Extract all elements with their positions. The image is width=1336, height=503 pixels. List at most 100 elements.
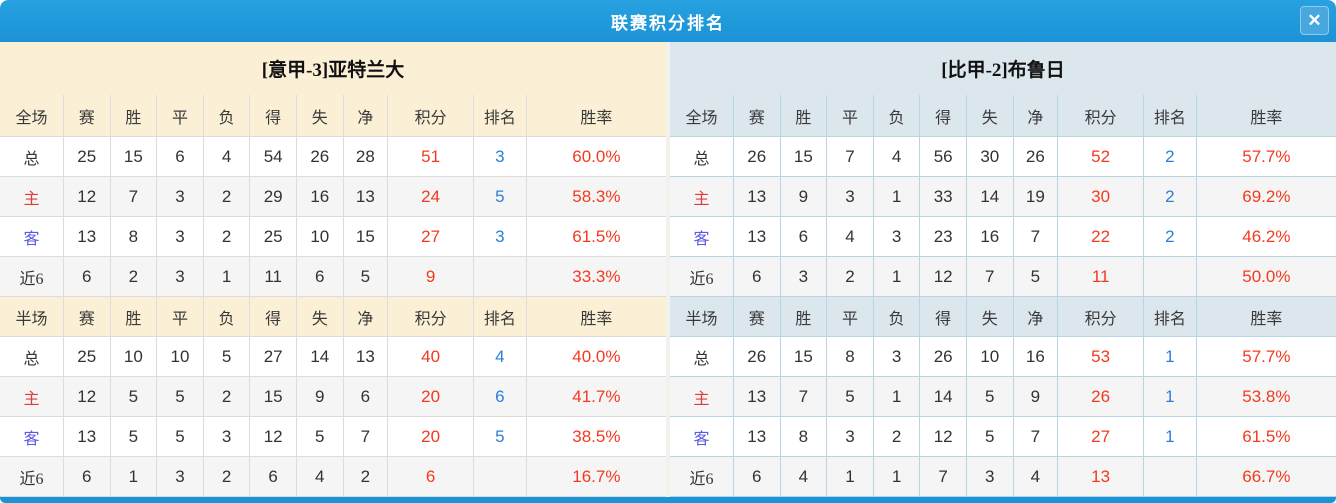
cell-goal-diff: 7	[1013, 417, 1059, 457]
cell-wins: 7	[110, 177, 158, 217]
cell-losses: 1	[873, 377, 921, 417]
cell-games: 25	[63, 137, 111, 177]
cell-games: 26	[733, 337, 781, 377]
col-header-losses: 负	[873, 95, 921, 137]
cell-rank: 2	[1144, 217, 1197, 257]
team-name-brugge: [比甲-2]布鲁日	[670, 42, 1336, 95]
cell-goals-against: 16	[966, 217, 1014, 257]
cell-goals-against: 26	[296, 137, 344, 177]
cell-goals-against: 5	[296, 417, 344, 457]
col-header-rank: 排名	[1144, 297, 1197, 337]
cell-draws: 2	[827, 257, 874, 297]
cell-goals-for: 11	[250, 257, 297, 297]
cell-winrate: 46.2%	[1196, 217, 1336, 257]
cell-games: 6	[733, 257, 781, 297]
cell-draws: 4	[827, 217, 874, 257]
cell-draws: 3	[157, 257, 204, 297]
table-row-total: 总 26 15 8 3 26 10 16 53 1 57.7%	[670, 337, 1336, 377]
cell-rank: 1	[1144, 417, 1197, 457]
cell-winrate: 40.0%	[526, 337, 666, 377]
cell-points: 27	[388, 217, 475, 257]
cell-winrate: 57.7%	[1196, 337, 1336, 377]
col-header-games: 赛	[63, 297, 111, 337]
col-header-losses: 负	[873, 297, 921, 337]
cell-points: 11	[1058, 257, 1145, 297]
cell-winrate: 53.8%	[1196, 377, 1336, 417]
cell-losses: 3	[873, 337, 921, 377]
row-label: 主	[670, 177, 734, 217]
cell-wins: 15	[780, 137, 828, 177]
cell-winrate: 58.3%	[526, 177, 666, 217]
cell-winrate: 50.0%	[1196, 257, 1336, 297]
table-row-total: 总 26 15 7 4 56 30 26 52 2 57.7%	[670, 137, 1336, 177]
col-header-fulltime: 全场	[670, 95, 734, 137]
cell-rank: 3	[474, 217, 527, 257]
cell-goal-diff: 5	[343, 257, 389, 297]
cell-draws: 5	[157, 377, 204, 417]
cell-losses: 4	[873, 137, 921, 177]
cell-goals-against: 5	[966, 417, 1014, 457]
col-header-winrate: 胜率	[526, 297, 666, 337]
row-label: 总	[670, 337, 734, 377]
cell-wins: 6	[780, 217, 828, 257]
row-label: 近6	[670, 257, 734, 297]
cell-games: 6	[63, 457, 111, 497]
cell-points: 9	[388, 257, 475, 297]
row-label: 主	[0, 177, 64, 217]
cell-goals-for: 23	[920, 217, 967, 257]
cell-games: 13	[63, 217, 111, 257]
table-row-last6: 近6 6 4 1 1 7 3 4 13 66.7%	[670, 457, 1336, 497]
table-row-total: 总 25 10 10 5 27 14 13 40 4 40.0%	[0, 337, 666, 377]
col-header-games: 赛	[63, 95, 111, 137]
cell-goal-diff: 5	[1013, 257, 1059, 297]
cell-losses: 1	[873, 177, 921, 217]
col-header-wins: 胜	[110, 95, 158, 137]
cell-winrate: 66.7%	[1196, 457, 1336, 497]
col-header-goals-for: 得	[250, 95, 297, 137]
cell-draws: 10	[157, 337, 204, 377]
col-header-goals-for: 得	[920, 95, 967, 137]
team-name-atalanta: [意甲-3]亚特兰大	[0, 42, 666, 95]
row-label: 近6	[670, 457, 734, 497]
cell-wins: 4	[780, 457, 828, 497]
cell-wins: 8	[780, 417, 828, 457]
col-header-wins: 胜	[780, 95, 828, 137]
table-row-away: 客 13 8 3 2 12 5 7 27 1 61.5%	[670, 417, 1336, 457]
window-bottom-border	[0, 497, 1336, 503]
cell-draws: 5	[827, 377, 874, 417]
col-header-draws: 平	[827, 95, 874, 137]
cell-goals-for: 27	[250, 337, 297, 377]
cell-goal-diff: 2	[343, 457, 389, 497]
cell-games: 12	[63, 377, 111, 417]
col-header-winrate: 胜率	[526, 95, 666, 137]
table-row-total: 总 25 15 6 4 54 26 28 51 3 60.0%	[0, 137, 666, 177]
cell-goals-against: 14	[966, 177, 1014, 217]
cell-wins: 15	[780, 337, 828, 377]
table-row-away: 客 13 5 5 3 12 5 7 20 5 38.5%	[0, 417, 666, 457]
cell-goals-for: 54	[250, 137, 297, 177]
cell-goal-diff: 7	[1013, 217, 1059, 257]
cell-goals-against: 10	[296, 217, 344, 257]
close-button[interactable]: ✕	[1300, 6, 1329, 35]
cell-losses: 1	[873, 257, 921, 297]
team-panel-brugge: [比甲-2]布鲁日 全场 赛 胜 平 负 得 失 净 积分 排名 胜率 总 26…	[670, 42, 1336, 497]
panel-divider	[666, 42, 670, 497]
cell-winrate: 57.7%	[1196, 137, 1336, 177]
cell-goals-for: 12	[250, 417, 297, 457]
col-header-goals-for: 得	[920, 297, 967, 337]
half-time-header-row: 半场 赛 胜 平 负 得 失 净 积分 排名 胜率	[670, 297, 1336, 337]
cell-losses: 3	[873, 217, 921, 257]
cell-losses: 2	[203, 457, 251, 497]
cell-draws: 7	[827, 137, 874, 177]
cell-goals-against: 10	[966, 337, 1014, 377]
col-header-losses: 负	[203, 95, 251, 137]
cell-draws: 6	[157, 137, 204, 177]
cell-losses: 1	[873, 457, 921, 497]
cell-rank: 3	[474, 137, 527, 177]
cell-goal-diff: 9	[1013, 377, 1059, 417]
cell-goals-against: 9	[296, 377, 344, 417]
col-header-rank: 排名	[474, 95, 527, 137]
table-row-last6: 近6 6 2 3 1 11 6 5 9 33.3%	[0, 257, 666, 297]
cell-goals-for: 29	[250, 177, 297, 217]
